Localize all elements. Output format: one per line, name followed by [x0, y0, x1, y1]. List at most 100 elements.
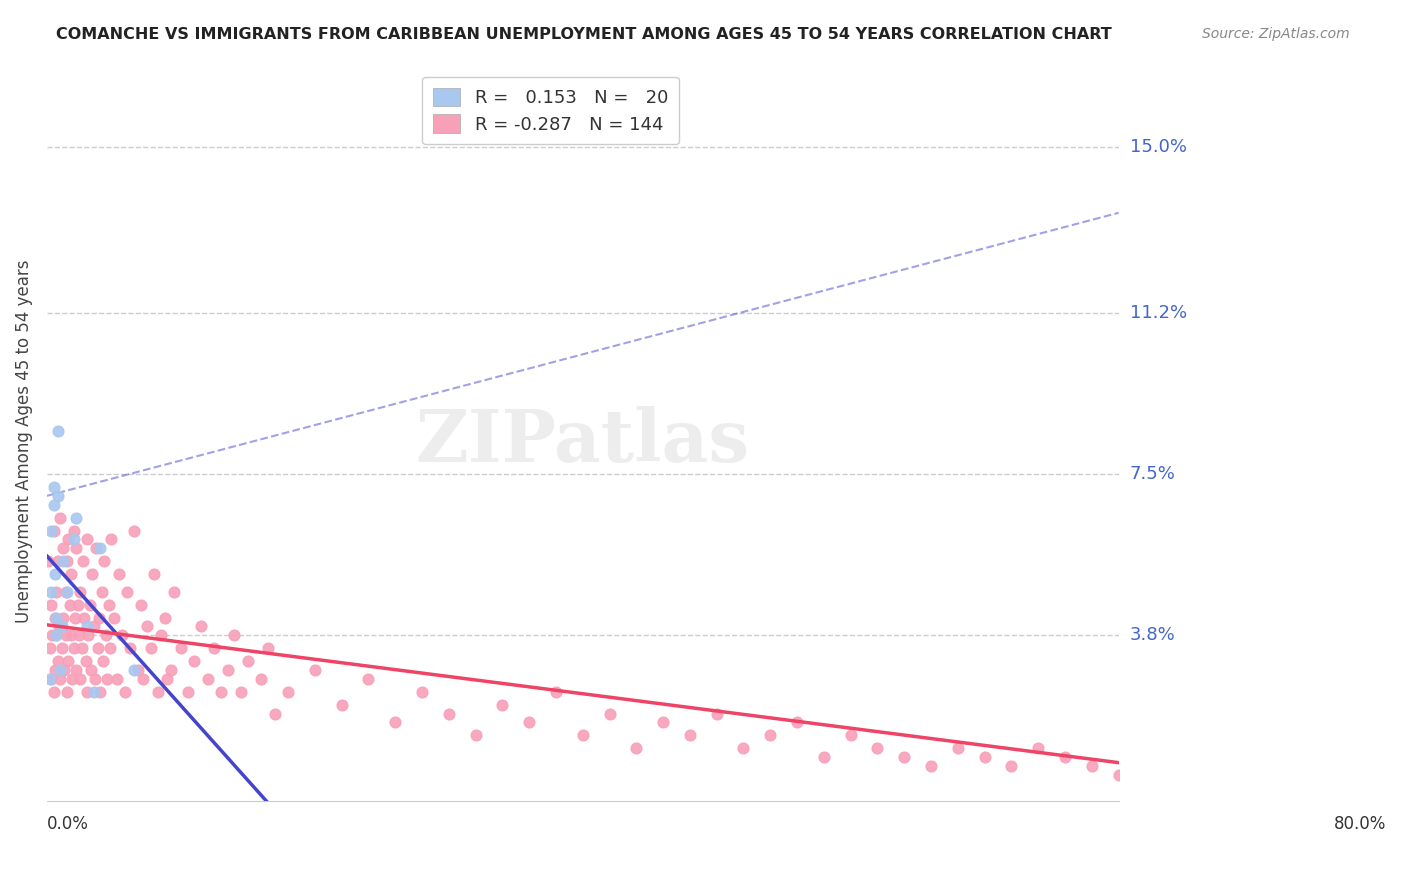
Point — [55, 584, 77, 599]
Point — [1135, 750, 1157, 764]
Point — [65, 663, 87, 677]
Point — [105, 672, 128, 686]
Point — [170, 641, 193, 656]
Point — [183, 654, 205, 668]
Point — [59, 567, 82, 582]
Point — [76, 533, 98, 547]
Point — [46, 489, 69, 503]
Point — [108, 567, 131, 582]
Point — [1375, 772, 1398, 786]
Point — [41, 628, 63, 642]
Text: 7.5%: 7.5% — [1129, 465, 1175, 483]
Point — [45, 628, 67, 642]
Point — [42, 480, 65, 494]
Point — [813, 750, 835, 764]
Point — [42, 498, 65, 512]
Point — [89, 611, 111, 625]
Point — [1215, 750, 1237, 764]
Point — [250, 672, 273, 686]
Point — [100, 533, 122, 547]
Text: ZIPatlas: ZIPatlas — [416, 406, 749, 477]
Point — [59, 598, 82, 612]
Point — [277, 685, 299, 699]
Point — [94, 628, 117, 642]
Point — [231, 685, 253, 699]
Point — [160, 663, 183, 677]
Point — [83, 619, 105, 633]
Point — [86, 541, 108, 555]
Point — [39, 584, 62, 599]
Point — [129, 598, 152, 612]
Point — [384, 715, 406, 730]
Point — [97, 598, 120, 612]
Text: 11.2%: 11.2% — [1129, 304, 1187, 322]
Point — [1188, 767, 1211, 781]
Legend: R =   0.153   N =   20, R = -0.287   N = 144: R = 0.153 N = 20, R = -0.287 N = 144 — [422, 77, 679, 145]
Point — [44, 567, 66, 582]
Point — [46, 554, 69, 568]
Point — [973, 750, 995, 764]
Point — [1000, 759, 1022, 773]
Point — [1241, 772, 1264, 786]
Point — [44, 663, 66, 677]
Point — [357, 672, 380, 686]
Point — [733, 741, 755, 756]
Point — [89, 685, 111, 699]
Point — [46, 654, 69, 668]
Text: COMANCHE VS IMMIGRANTS FROM CARIBBEAN UNEMPLOYMENT AMONG AGES 45 TO 54 YEARS COR: COMANCHE VS IMMIGRANTS FROM CARIBBEAN UN… — [56, 27, 1112, 42]
Point — [839, 728, 862, 742]
Point — [48, 619, 70, 633]
Point — [77, 628, 100, 642]
Point — [49, 663, 72, 677]
Point — [679, 728, 702, 742]
Point — [63, 611, 86, 625]
Point — [893, 750, 915, 764]
Point — [946, 741, 969, 756]
Point — [599, 706, 621, 721]
Point — [153, 611, 176, 625]
Point — [209, 685, 232, 699]
Point — [56, 554, 79, 568]
Point — [464, 728, 486, 742]
Point — [304, 663, 326, 677]
Point — [571, 728, 593, 742]
Point — [52, 541, 75, 555]
Point — [96, 672, 118, 686]
Point — [49, 510, 72, 524]
Point — [52, 611, 75, 625]
Point — [163, 584, 186, 599]
Y-axis label: Unemployment Among Ages 45 to 54 years: Unemployment Among Ages 45 to 54 years — [15, 260, 32, 624]
Point — [75, 654, 97, 668]
Point — [437, 706, 460, 721]
Point — [44, 611, 66, 625]
Point — [759, 728, 782, 742]
Point — [330, 698, 353, 712]
Point — [62, 524, 84, 538]
Point — [1081, 759, 1104, 773]
Point — [1108, 767, 1130, 781]
Point — [652, 715, 675, 730]
Point — [1402, 767, 1406, 781]
Point — [786, 715, 808, 730]
Point — [65, 541, 87, 555]
Point — [42, 524, 65, 538]
Point — [122, 663, 145, 677]
Point — [517, 715, 540, 730]
Point — [127, 663, 149, 677]
Point — [236, 654, 259, 668]
Point — [98, 641, 121, 656]
Point — [76, 685, 98, 699]
Point — [89, 541, 111, 555]
Point — [141, 641, 163, 656]
Point — [866, 741, 889, 756]
Point — [69, 584, 91, 599]
Point — [257, 641, 280, 656]
Point — [202, 641, 225, 656]
Point — [103, 611, 125, 625]
Point — [62, 533, 84, 547]
Point — [45, 611, 67, 625]
Point — [65, 510, 87, 524]
Text: 15.0%: 15.0% — [1129, 138, 1187, 156]
Point — [176, 685, 198, 699]
Point — [224, 628, 246, 642]
